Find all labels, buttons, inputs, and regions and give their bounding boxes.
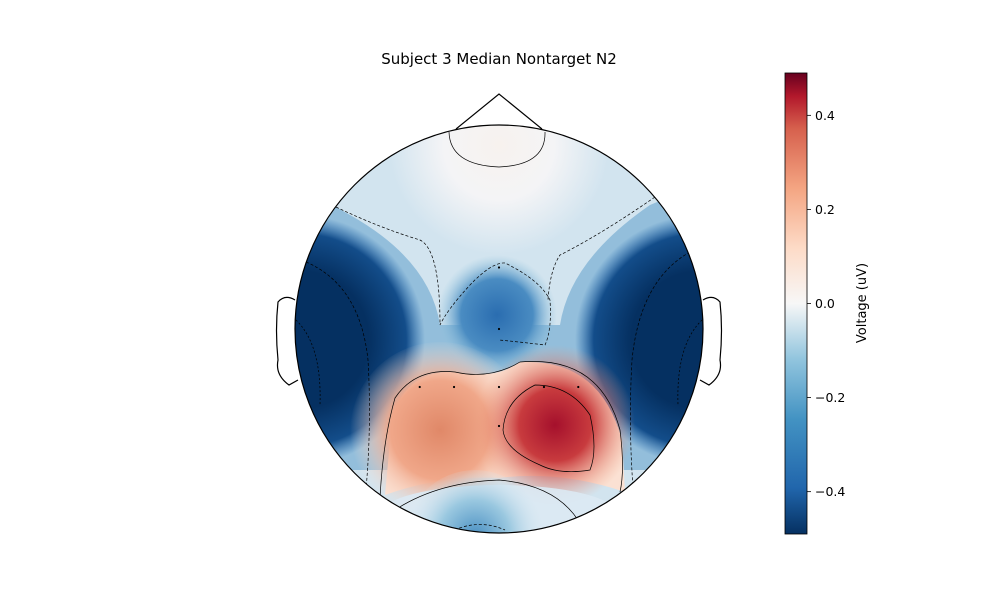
colorbar-tick-label-5: −0.4 [815, 484, 845, 499]
right-parietal-max [475, 345, 635, 505]
occipital-blue [405, 470, 545, 533]
sensor-dot-8 [497, 424, 501, 428]
frontal-white-region [359, 125, 639, 290]
colorbar-gradient [784, 72, 808, 535]
contour-occipital [397, 479, 579, 521]
sensor-dot-6 [542, 385, 546, 389]
nose [455, 93, 543, 130]
sensor-dot-5 [497, 385, 501, 389]
sensor-dot-2 [497, 327, 501, 331]
contour-lines [295, 131, 703, 533]
contour-posterior-max [502, 384, 595, 472]
contour-right-temporal-dashed [630, 251, 691, 501]
colorbar-ticks: 0.4 0.2 0.0 −0.2 −0.4 [807, 108, 845, 499]
contour-right-dashed [547, 196, 656, 301]
sensor-markers [418, 266, 580, 428]
left-ear [275, 296, 299, 386]
head-outline [275, 93, 723, 534]
colorbar-tick-label-1: 0.4 [815, 108, 835, 123]
colorbar: 0.4 0.2 0.0 −0.2 −0.4 Voltage (uV) [784, 72, 870, 535]
colorbar-label: Voltage (uV) [855, 263, 870, 343]
contour-posterior-zero [379, 361, 623, 499]
right-ear [699, 296, 723, 386]
contour-occipital-dashed [449, 524, 506, 533]
colorbar-tick-label-4: −0.2 [815, 390, 845, 405]
central-blue [437, 252, 557, 372]
head-circle [294, 124, 704, 534]
sensor-dot-1 [497, 266, 501, 269]
colorbar-tick-label-2: 0.2 [815, 202, 835, 217]
chart-title: Subject 3 Median Nontarget N2 [381, 50, 617, 68]
contour-left-dashed [335, 206, 551, 346]
contour-frontal [448, 131, 546, 168]
contour-left-temporal-dashed [305, 261, 370, 501]
colorbar-tick-label-3: 0.0 [815, 296, 835, 311]
sensor-dot-3 [418, 385, 421, 389]
topomap-field [295, 125, 703, 533]
right-temporal-min [575, 215, 703, 465]
sensor-dot-7 [577, 385, 580, 389]
sensor-dot-4 [452, 385, 456, 389]
